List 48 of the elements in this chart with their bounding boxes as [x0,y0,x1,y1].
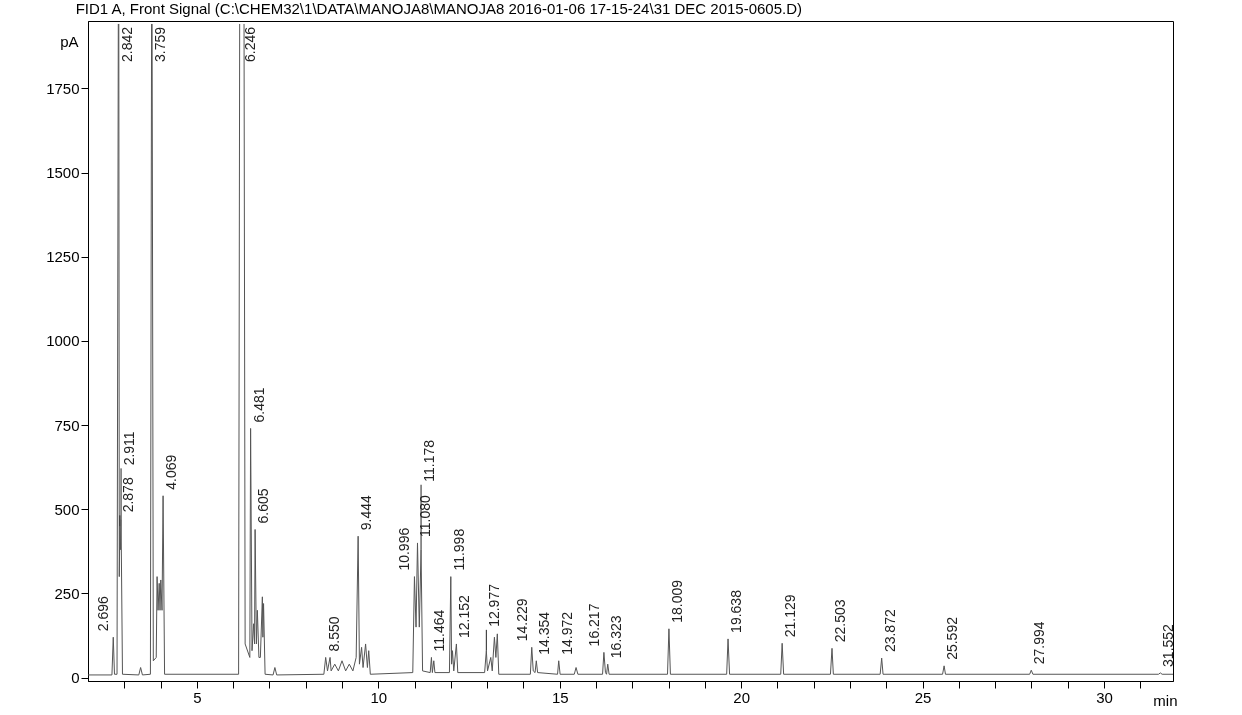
annotation: 6.246 [242,26,259,63]
annotation: 12.977 [486,583,503,627]
y-tick-label: 1250 [46,248,80,266]
y-tick-label: 1750 [46,79,80,97]
x-tick-label: 25 [914,688,932,706]
annotation: 2.842 [118,26,135,63]
x-tick-label: 15 [551,688,569,706]
annotation: 16.323 [607,615,624,659]
annotation: 11.998 [450,528,467,571]
y-tick-label: 750 [54,416,80,434]
y-tick-label: 1500 [46,164,80,182]
x-axis-title: min [1153,691,1178,709]
x-tick-label: 30 [1096,688,1113,706]
x-tick-label: 10 [370,688,388,706]
annotation: 9.444 [358,494,375,531]
annotation: 11.464 [431,609,448,652]
annotation: 16.217 [585,603,602,647]
y-axis-title: pA [60,32,79,50]
annotation: 6.481 [250,387,267,423]
x-tick-label: 20 [733,688,751,706]
annotation: 6.605 [255,488,272,524]
annotation: 14.354 [536,611,553,655]
x-tick-label: 5 [193,688,202,706]
y-tick-label: 0 [71,669,80,687]
annotation: 14.229 [513,598,530,642]
annotation: 8.550 [325,616,342,652]
annotation: 4.069 [163,454,180,490]
annotation: 25.592 [944,616,961,660]
annotation: 12.152 [456,594,473,638]
chart-title: FID1 A, Front Signal (C:\CHEM32\1\DATA\MANOJA8\MANOJA8 2016-01-06 17-15-24\31 DEC 2015-0605.D) [75,0,803,17]
annotation: 21.129 [782,594,799,638]
annotation: 2.696 [95,595,112,632]
annotation: 19.638 [728,589,745,633]
annotation: 14.972 [558,611,575,655]
annotation: 2.911 [121,431,138,466]
annotation: 11.080 [417,494,434,537]
annotation: 18.009 [668,579,685,623]
y-tick-label: 250 [54,584,80,602]
annotation: 27.994 [1031,621,1048,665]
annotation: 22.503 [832,599,849,643]
annotation: 11.178 [421,439,438,482]
annotation: 31.552 [1160,623,1177,667]
annotation: 3.759 [151,26,168,63]
annotation: 2.878 [119,477,136,513]
annotation: 23.872 [881,609,898,653]
y-tick-label: 1000 [46,332,80,350]
y-tick-label: 500 [54,500,80,518]
annotation: 10.996 [396,527,413,571]
